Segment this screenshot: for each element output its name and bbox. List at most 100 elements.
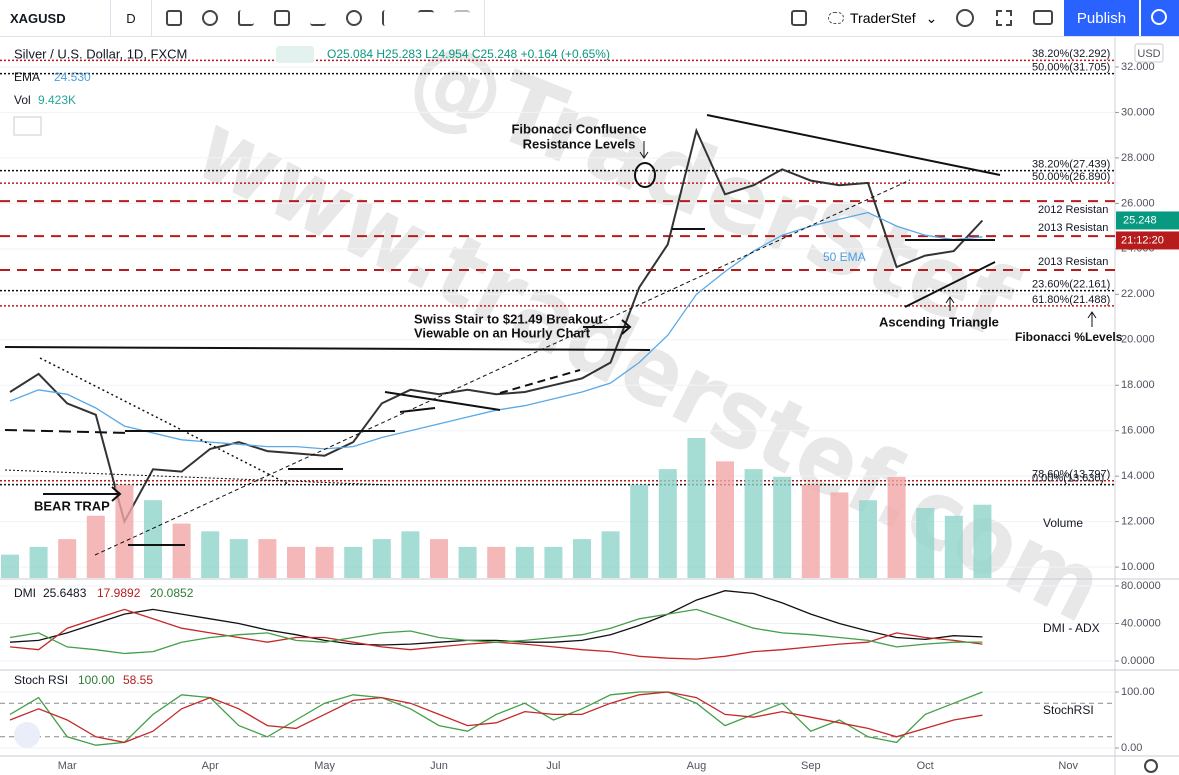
series-line: [9, 127, 984, 525]
legend-name: EMA: [14, 70, 40, 84]
trend-line: [39, 357, 291, 486]
settings-icon[interactable]: [1144, 759, 1158, 773]
price-tag-label: 25.248: [1123, 214, 1157, 226]
legend-value: 24.530: [54, 70, 91, 84]
legend-value: 58.55: [123, 673, 153, 687]
fx-icon[interactable]: [238, 10, 254, 26]
volume-bar: [172, 523, 191, 578]
y-tick-label: 14.000: [1121, 470, 1155, 482]
series-line: [9, 691, 983, 746]
arrow: [945, 296, 955, 311]
volume-bar: [29, 546, 48, 578]
undo-icon[interactable]: [418, 10, 434, 26]
volume-bar: [229, 539, 248, 578]
x-tick-label: Oct: [917, 760, 934, 772]
volume-bar: [515, 546, 534, 578]
trend-line: [904, 261, 996, 308]
level-label: 2012 Resistan: [1038, 204, 1108, 216]
volume-bar: [115, 484, 134, 578]
volume-bar: [487, 546, 506, 578]
y-tick-label: 0.0000: [1121, 655, 1155, 667]
trend-line: [4, 429, 131, 434]
y-tick-label: 40.0000: [1121, 617, 1161, 629]
collapse-button[interactable]: [13, 116, 42, 136]
arrow: [43, 486, 122, 502]
volume-bar: [544, 546, 563, 578]
series-line: [9, 608, 983, 655]
trend-line: [399, 407, 436, 413]
toolbar: XAGUSD D: [0, 0, 1179, 37]
ohlc: O25.084 H25.283 L24.954 C25.248 +0.164 (…: [327, 47, 610, 61]
currency: USD: [1137, 48, 1160, 60]
visibility-toggle[interactable]: [276, 46, 314, 63]
volume-bar: [372, 539, 391, 578]
x-tick-label: Nov: [1058, 760, 1078, 772]
settings-icon[interactable]: [956, 9, 974, 27]
bars-icon[interactable]: [166, 10, 182, 26]
volume-bar: [601, 531, 620, 578]
publish-button[interactable]: Publish: [1064, 0, 1139, 36]
chart-title: Silver / U.S. Dollar, 1D, FXCM: [14, 46, 187, 61]
y-tick-label: 16.000: [1121, 425, 1155, 437]
pane-label: StochRSI: [1043, 703, 1094, 717]
series-line: [9, 608, 983, 660]
x-tick-label: May: [314, 760, 335, 772]
annotation: 50 EMA: [823, 250, 866, 264]
volume-bar: [944, 515, 963, 578]
y-tick-label: 22.000: [1121, 288, 1155, 300]
y-tick-label: 26.000: [1121, 197, 1155, 209]
symbol[interactable]: XAGUSD: [0, 0, 111, 36]
volume-bar: [344, 546, 363, 578]
volume-bar: [315, 546, 334, 578]
indicator-icon[interactable]: [310, 10, 326, 26]
ohlc-value: C25.248: [472, 47, 518, 61]
ohlc-change: +0.164 (+0.65%): [521, 47, 610, 61]
y-tick-label: 12.000: [1121, 516, 1155, 528]
level-label: 50.00%(26.890): [1032, 171, 1110, 183]
tool-icons: [152, 0, 485, 36]
snapshot-icon[interactable]: [1033, 10, 1053, 25]
level-label: 2013 Resistan: [1038, 256, 1108, 268]
y-tick-label: 20.000: [1121, 334, 1155, 346]
fullscreen-box[interactable]: [791, 10, 807, 26]
currency-box[interactable]: [1134, 43, 1164, 63]
x-tick-label: Aug: [687, 760, 707, 772]
volume-bar: [258, 539, 277, 578]
ohlc-value: H25.283: [376, 47, 422, 61]
play-button[interactable]: [1140, 0, 1179, 36]
level-label: 38.20%(32.292): [1032, 48, 1110, 60]
trend-line: [706, 114, 1001, 176]
replay-icon[interactable]: [382, 10, 398, 26]
fullscreen-icon[interactable]: [996, 10, 1012, 26]
ohlc-value: L24.954: [425, 47, 469, 61]
redo-icon[interactable]: [454, 10, 470, 26]
circle-marker: [634, 162, 656, 188]
annotation: Viewable on an Hourly Chart: [414, 325, 591, 340]
user-name: TraderStef: [850, 10, 916, 26]
level-label: 78.60%(13.797): [1032, 469, 1110, 481]
volume-bar: [916, 508, 935, 578]
interval[interactable]: D: [111, 0, 152, 36]
user-menu[interactable]: TraderStef ⌄: [828, 0, 937, 36]
drawings: [4, 114, 1097, 556]
level-label: 2013 Resistan: [1038, 222, 1108, 234]
pane-label: DMI - ADX: [1043, 621, 1100, 635]
volume-bar: [430, 539, 448, 578]
annotation: Swiss Stair to $21.49 Breakout: [414, 311, 603, 326]
volume-bar: [630, 484, 649, 578]
x-tick-label: Apr: [202, 760, 219, 772]
layout-icon[interactable]: [274, 10, 290, 26]
trend-line: [94, 179, 911, 556]
ohlc-value: O25.084: [327, 47, 373, 61]
x-tick-label: Jul: [546, 760, 560, 772]
logo: [14, 722, 40, 748]
add-icon[interactable]: [202, 10, 218, 26]
legend-name: Vol: [14, 93, 31, 107]
alert-icon[interactable]: [346, 10, 362, 26]
annotation: Fibonacci %Levels: [1015, 330, 1123, 344]
volume-bar: [859, 500, 877, 578]
x-tick-label: Jun: [430, 760, 448, 772]
y-tick-label: 0.00: [1121, 742, 1142, 754]
trend-line: [499, 369, 581, 394]
y-tick-label: 30.000: [1121, 106, 1155, 118]
